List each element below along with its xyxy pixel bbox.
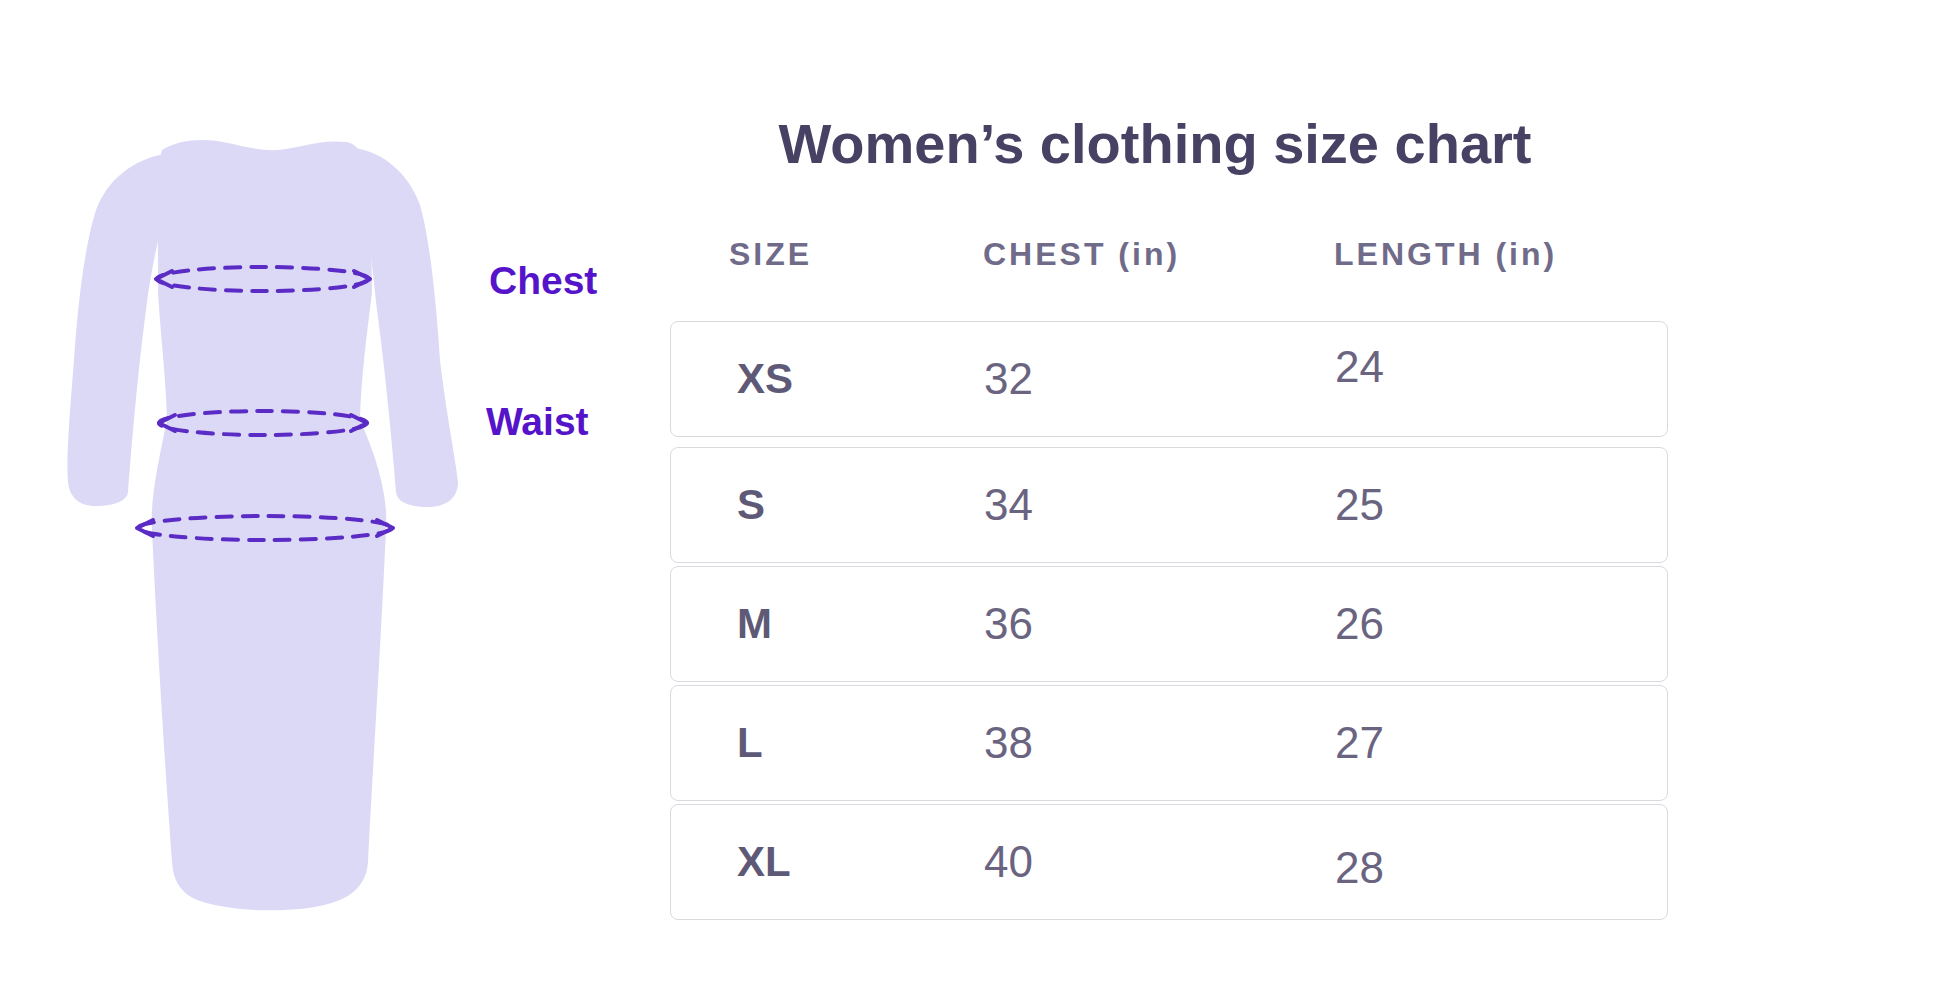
length-cell: 25 [1335,480,1667,530]
chest-cell: 36 [984,599,1335,649]
size-cell: L [671,719,984,767]
hip-arrow-left [137,520,153,536]
dress-illustration [0,0,520,984]
length-cell: 28 [1335,843,1667,893]
length-cell: 26 [1335,599,1667,649]
chest-cell: 34 [984,480,1335,530]
length-cell: 24 [1335,342,1667,392]
size-chart-page: Chest Waist Women’s clothing size chart … [0,0,1946,984]
dress-body [152,140,387,910]
column-header-length: LENGTH (in) [1334,236,1668,272]
size-cell: M [671,600,984,648]
length-cell: 27 [1335,718,1667,768]
table-row: M 36 26 [670,566,1668,682]
chest-cell: 38 [984,718,1335,768]
table-row: XS 32 24 [670,321,1668,437]
waist-label: Waist [486,402,589,442]
size-cell: XL [671,838,984,886]
chest-cell: 32 [984,354,1335,404]
table-row: L 38 27 [670,685,1668,801]
size-table: XS 32 24 S 34 25 M 36 26 L 38 27 XL 40 2… [670,321,1668,923]
table-row: S 34 25 [670,447,1668,563]
table-header-row: SIZE CHEST (in) LENGTH (in) [670,236,1668,272]
size-cell: S [671,481,984,529]
chest-cell: 40 [984,837,1335,887]
table-row: XL 40 28 [670,804,1668,920]
column-header-chest: CHEST (in) [983,236,1334,272]
column-header-size: SIZE [670,236,983,272]
chest-label: Chest [489,261,597,301]
page-title: Women’s clothing size chart [655,114,1655,174]
size-cell: XS [671,355,984,403]
